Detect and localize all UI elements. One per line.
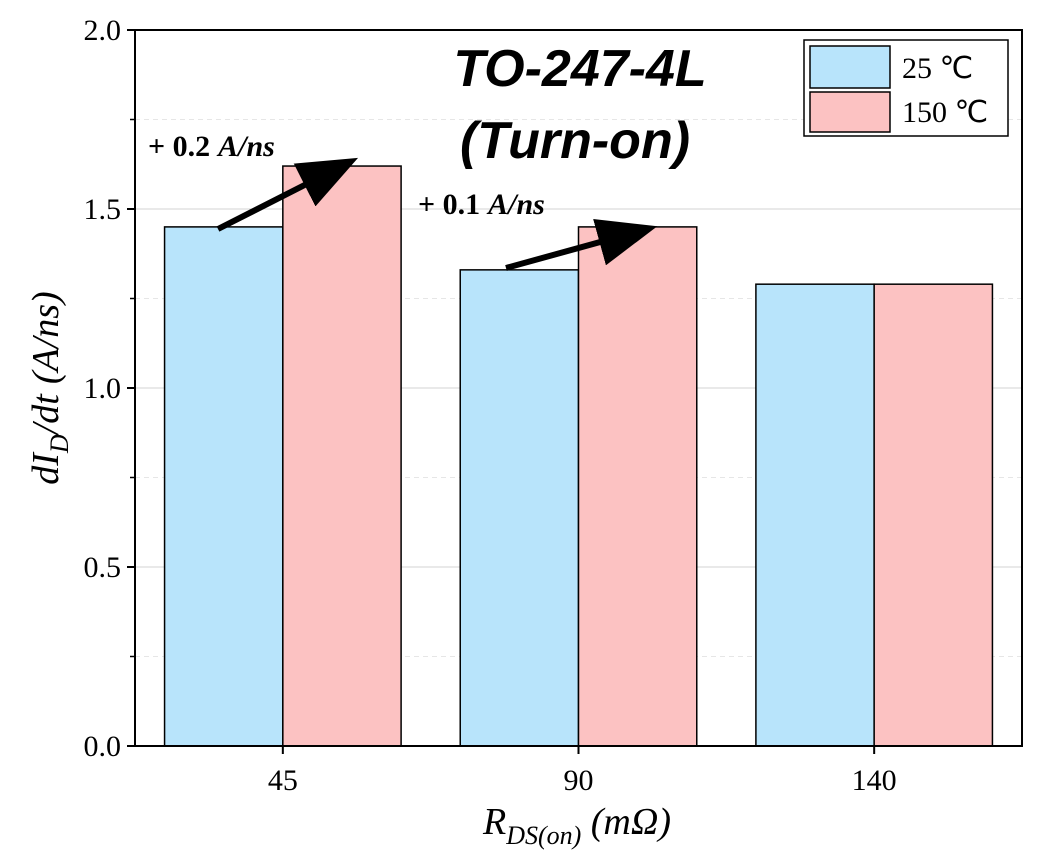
annotation-label-45: + 0.2 A/ns (148, 130, 275, 163)
bars (163, 165, 994, 747)
chart-subtitle: (Turn-on) (460, 112, 690, 170)
y-axis-label-unit: (A/ns) (25, 291, 67, 384)
bar-45-25c (163, 226, 284, 747)
y-axis-label-main: dI (25, 451, 67, 485)
legend-label-25c: 25 ℃ (902, 52, 973, 85)
annotation-value-90: 0.1 (443, 188, 481, 221)
annotation-arrow-45 (216, 157, 359, 232)
y-tick-label: 1.5 (84, 193, 122, 226)
x-axis-label: RDS(on) (mΩ) (482, 801, 671, 850)
bar-140-150c (873, 283, 994, 747)
legend-label-150c: 150 ℃ (902, 96, 988, 129)
y-axis-label-rest: /dt (25, 393, 67, 437)
y-tick-label: 0.0 (84, 730, 122, 763)
annotation-arrow-90 (505, 219, 658, 271)
y-tick-label: 1.0 (84, 372, 122, 405)
bar-90-25c (459, 269, 580, 747)
annotation-unit-90: A/ns (486, 188, 545, 221)
x-tick-label: 140 (852, 764, 897, 797)
x-tick-label: 45 (268, 764, 298, 797)
y-axis-label: dID/dt (A/ns) (25, 291, 74, 484)
y-tick-label: 0.5 (84, 551, 122, 584)
x-tick-label: 90 (564, 764, 594, 797)
annotation-arrows (216, 157, 658, 271)
axis-ticks: 0.0 0.5 1.0 1.5 2.0 45 90 140 (84, 14, 897, 797)
legend-swatch-150c (809, 91, 891, 133)
x-axis-label-main: R (482, 801, 506, 843)
chart-title: TO-247-4L (453, 40, 706, 98)
y-tick-label: 2.0 (84, 14, 122, 47)
annotation-sign-90: + (418, 188, 443, 221)
x-axis-label-unit: (mΩ) (581, 801, 671, 843)
legend: 25 ℃ 150 ℃ (803, 39, 1009, 137)
annotation-value-45: 0.2 (173, 130, 211, 163)
bar-140-25c (755, 283, 875, 747)
y-axis-label-sub: D (45, 434, 74, 454)
annotation-sign-45: + (148, 130, 173, 163)
x-axis-label-sub: DS(on) (505, 821, 581, 850)
legend-swatch-25c (809, 45, 891, 89)
bar-90-150c (577, 226, 698, 747)
annotation-unit-45: A/ns (216, 130, 275, 163)
bar-45-150c (282, 165, 402, 747)
annotation-label-90: + 0.1 A/ns (418, 188, 545, 221)
